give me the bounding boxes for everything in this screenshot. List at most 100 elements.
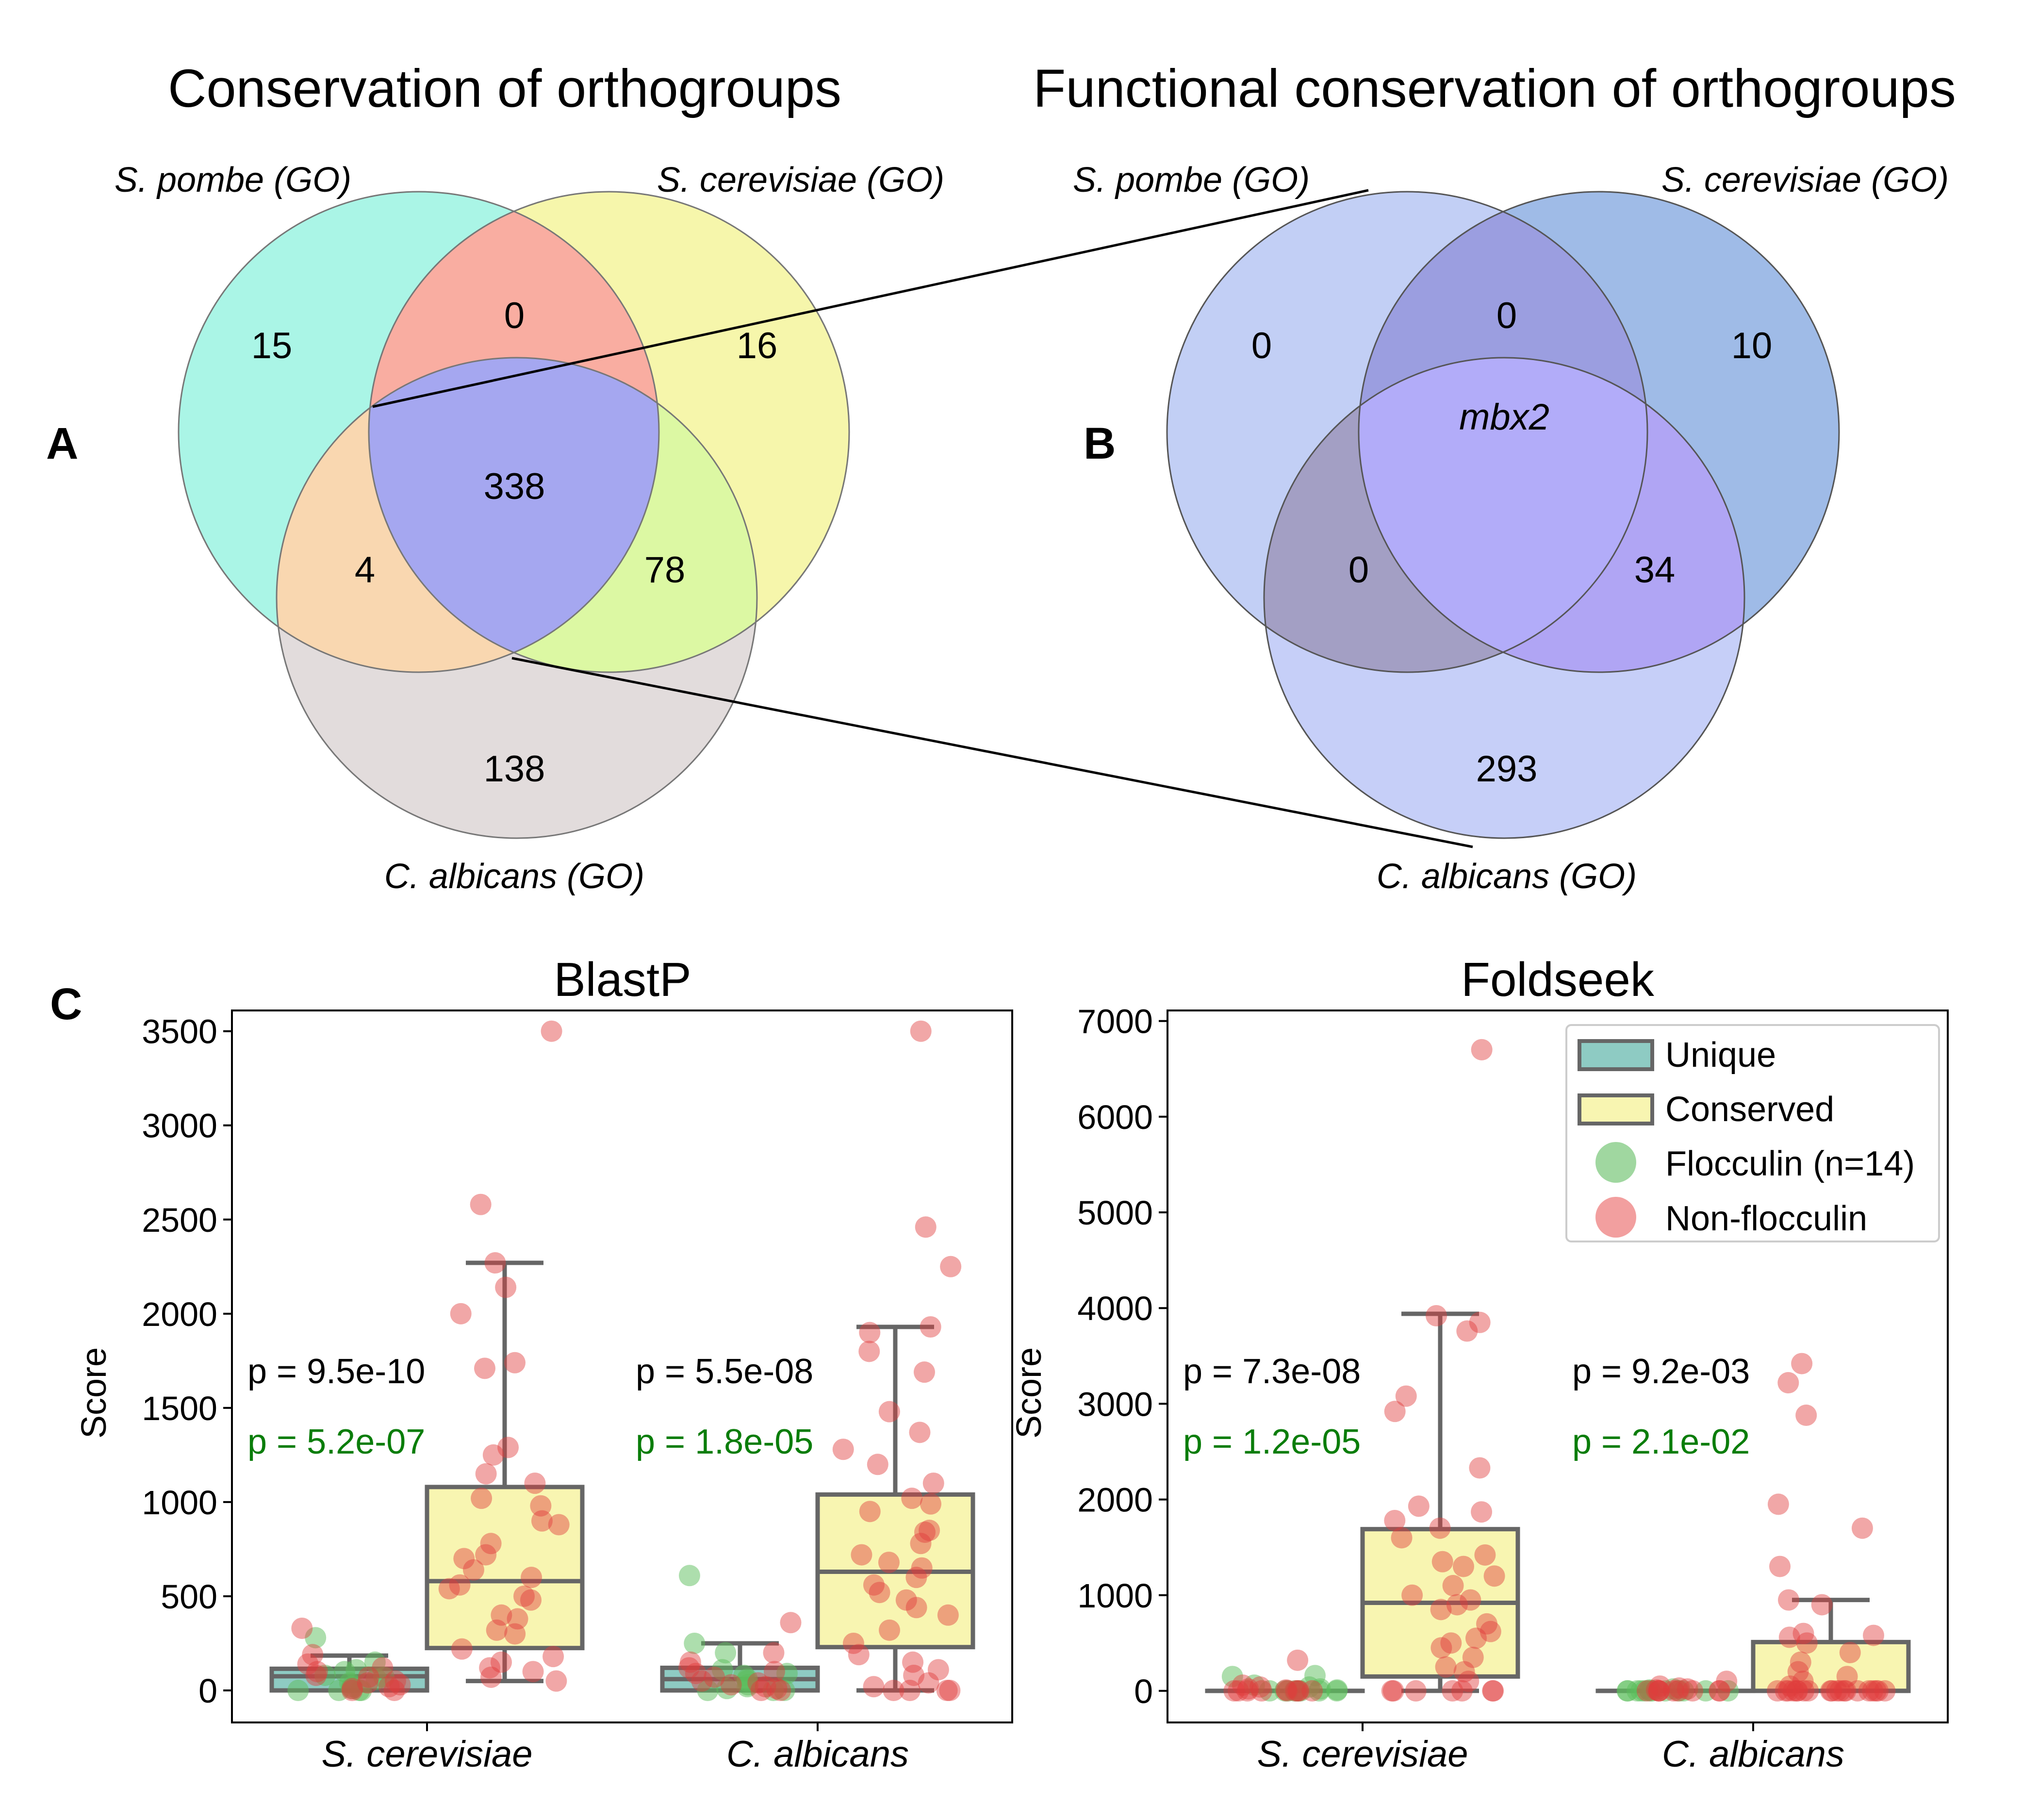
foldseek-point-nonflocculin (1716, 1671, 1738, 1692)
blastp-point-conserved (542, 1646, 564, 1668)
foldseek-point-nonflocculin (1232, 1674, 1253, 1696)
foldseek-point-conserved (1465, 1627, 1487, 1649)
foldseek-ytick-label: 0 (1134, 1672, 1153, 1710)
blastp-point-conserved (495, 1276, 517, 1298)
venn-b-count-only-cerevisiae: 10 (1731, 325, 1773, 366)
foldseek-point-conserved (1452, 1555, 1474, 1577)
foldseek-point-nonflocculin (1249, 1676, 1271, 1698)
blastp-point-conserved (521, 1567, 542, 1588)
panel-label-c: C (50, 979, 82, 1029)
legend: Unique Conserved Flocculin (n=14) Non-fl… (1565, 1024, 1940, 1242)
foldseek-point-nonflocculin (1275, 1679, 1297, 1701)
blastp-point-conserved (545, 1670, 567, 1692)
venn-b-region-all (1359, 358, 1647, 672)
venn-a-label-pombe: S. pombe (GO) (115, 161, 351, 199)
blastp-point-conserved (522, 1661, 544, 1683)
blastp-point-conserved (858, 1340, 880, 1362)
blastp-point-conserved (919, 1520, 940, 1541)
blastp-point-conserved (878, 1552, 900, 1573)
blastp-point-conserved (504, 1623, 526, 1645)
blastp-point-nonflocculin (342, 1678, 363, 1700)
blastp-point-conserved (470, 1193, 492, 1215)
foldseek-point-conserved (1384, 1401, 1406, 1423)
legend-frame (1565, 1024, 1940, 1242)
blastp-ytick-label: 3000 (142, 1107, 217, 1145)
blastp-point-conserved (911, 1557, 933, 1579)
blastp-pvalue-flocculin-cerevisiae: p = 5.2e-07 (247, 1423, 425, 1461)
blastp-point-nonflocculin (358, 1666, 379, 1688)
foldseek-point-conserved (1782, 1680, 1804, 1702)
foldseek-point-nonflocculin (1667, 1680, 1689, 1702)
foldseek-point-nonflocculin (1645, 1679, 1667, 1701)
venn-a-count-only-pombe: 15 (251, 325, 293, 366)
blastp-point-conserved (541, 1020, 562, 1042)
foldseek-xtick-albicans: C. albicans (1662, 1734, 1844, 1775)
foldseek-ytick-label: 7000 (1077, 1003, 1153, 1041)
venn-b-count-pombe-cerevisiae: 0 (1496, 295, 1517, 336)
foldseek-point-flocculin (1654, 1680, 1676, 1702)
foldseek-point-conserved (1796, 1632, 1818, 1654)
venn-a-label-albicans: C. albicans (GO) (384, 857, 644, 896)
venn-b-count-cerevisiae-albicans: 34 (1634, 549, 1676, 591)
blastp-point-conserved (490, 1651, 512, 1673)
foldseek-point-conserved (1471, 1501, 1493, 1523)
blastp-point-conserved (913, 1361, 935, 1383)
foldseek-point-conserved (1482, 1680, 1504, 1702)
foldseek-point-flocculin (1673, 1680, 1694, 1702)
blastp-point-conserved (530, 1495, 552, 1517)
foldseek-point-conserved (1482, 1680, 1504, 1702)
venn-b-count-all: mbx2 (1459, 397, 1549, 438)
blastp-point-conserved (848, 1644, 870, 1666)
foldseek-point-conserved (1469, 1457, 1491, 1479)
blastp-point-nonflocculin (302, 1644, 324, 1666)
foldseek-point-conserved (1790, 1651, 1811, 1673)
foldseek-point-conserved (1384, 1509, 1406, 1531)
legend-flocculin-dot (1595, 1142, 1636, 1183)
blastp-point-nonflocculin (383, 1680, 405, 1702)
foldseek-point-conserved (1453, 1661, 1475, 1683)
blastp-point-flocculin (716, 1678, 738, 1700)
blastp-xtick-cerevisiae: S. cerevisiae (321, 1734, 532, 1775)
foldseek-point-conserved (1858, 1680, 1880, 1702)
venn-a-count-only-albicans: 138 (484, 748, 545, 790)
foldseek-ylabel: Score (1010, 1347, 1049, 1439)
blastp-point-conserved (914, 1522, 936, 1543)
foldseek-point-conserved (1395, 1385, 1417, 1407)
foldseek-point-conserved (1793, 1680, 1815, 1702)
blastp-point-conserved (918, 1672, 939, 1694)
foldseek-point-conserved (1777, 1680, 1799, 1702)
panel-label-b: B (1084, 419, 1116, 468)
foldseek-point-conserved (1778, 1626, 1800, 1648)
blastp-point-flocculin (678, 1565, 700, 1587)
foldseek-point-conserved (1431, 1551, 1453, 1572)
foldseek-point-nonflocculin (1236, 1680, 1258, 1702)
blastp-point-conserved (842, 1633, 864, 1654)
foldseek-point-conserved (1786, 1680, 1808, 1702)
blastp-point-conserved (449, 1574, 471, 1596)
blastp-point-conserved (479, 1657, 501, 1679)
blastp-point-nonflocculin (291, 1617, 313, 1639)
foldseek-point-conserved (1767, 1680, 1789, 1702)
foldseek-ytick-label: 5000 (1077, 1194, 1153, 1232)
foldseek-point-conserved (1779, 1675, 1801, 1697)
foldseek-point-conserved (1451, 1680, 1473, 1702)
foldseek-point-nonflocculin (1682, 1680, 1704, 1702)
foldseek-point-conserved (1401, 1584, 1423, 1606)
blastp-point-conserved (905, 1567, 927, 1588)
blastp-point-nonflocculin (341, 1680, 363, 1702)
foldseek-point-conserved (1442, 1680, 1463, 1702)
blastp-point-conserved (879, 1619, 901, 1641)
foldseek-point-nonflocculin (1636, 1680, 1658, 1702)
venn-b-count-only-albicans: 293 (1476, 748, 1538, 790)
foldseek-point-conserved (1446, 1594, 1468, 1616)
blastp-point-nonflocculin (685, 1663, 707, 1685)
foldseek-point-conserved (1405, 1680, 1427, 1702)
foldseek-point-nonflocculin (1662, 1680, 1684, 1702)
blastp-point-conserved (863, 1676, 885, 1698)
foldseek-point-nonflocculin (1288, 1680, 1310, 1702)
blastp-point-conserved (939, 1680, 961, 1702)
blastp-point-nonflocculin (763, 1642, 785, 1664)
foldseek-ytick-label: 6000 (1077, 1098, 1153, 1136)
blastp-ytick-label: 3500 (142, 1013, 217, 1051)
